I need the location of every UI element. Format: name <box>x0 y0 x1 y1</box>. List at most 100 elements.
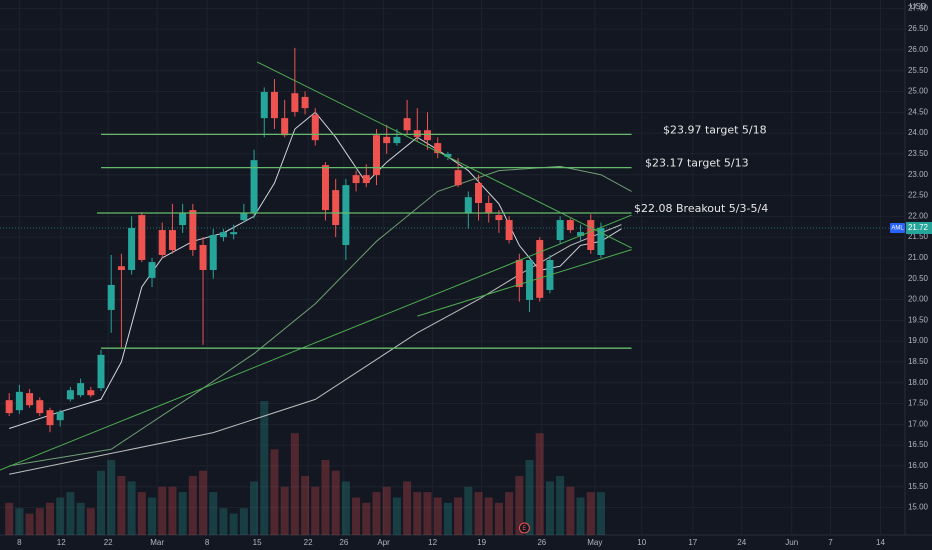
candle-body <box>556 220 564 241</box>
volume-bar <box>352 497 361 535</box>
candle-body <box>536 240 544 298</box>
y-tick-label: 25.00 <box>908 87 929 96</box>
candle-body <box>526 260 534 300</box>
candle-body <box>342 185 350 246</box>
candle-body <box>87 390 95 396</box>
level-label: $23.97 target 5/18 <box>663 123 767 136</box>
candle-body <box>15 391 23 411</box>
volume-bar <box>290 433 299 535</box>
level-label: $22.08 Breakout 5/3-5/4 <box>634 202 768 215</box>
candle-body <box>383 136 391 144</box>
volume-bar <box>474 492 483 535</box>
grid <box>0 0 905 535</box>
y-tick-label: 15.50 <box>908 482 929 491</box>
volume-bar <box>464 486 473 535</box>
volume-bar <box>545 481 554 535</box>
volume-bar <box>331 470 340 535</box>
candle-body <box>403 118 411 131</box>
y-tick-label: 17.50 <box>908 399 929 408</box>
volume-bar <box>76 502 85 535</box>
candle-body <box>475 183 483 204</box>
volume-bar <box>66 492 75 535</box>
level-label: $23.17 target 5/13 <box>645 157 749 170</box>
candle-body <box>56 411 64 421</box>
volume-bar <box>199 470 208 535</box>
candle-body <box>321 165 329 211</box>
x-tick-label: 8 <box>17 538 22 547</box>
volume-bar <box>596 492 605 535</box>
candle-body <box>128 227 136 270</box>
candle-layer <box>5 47 605 433</box>
candle-body <box>485 203 493 213</box>
volume-bar <box>392 497 401 535</box>
volume-bar <box>107 460 116 535</box>
volume-bar <box>86 508 95 535</box>
y-tick-label: 18.00 <box>908 378 929 387</box>
volume-bar <box>423 492 432 535</box>
y-tick-label: 25.50 <box>908 66 929 75</box>
x-tick-label: May <box>587 538 602 547</box>
volume-bar <box>117 476 126 535</box>
volume-bar <box>280 486 289 535</box>
candle-body <box>199 245 207 270</box>
volume-bar <box>25 513 34 535</box>
volume-bar <box>505 492 514 535</box>
y-tick-label: 17.00 <box>908 419 929 428</box>
volume-bar <box>35 508 44 535</box>
candle-body <box>138 215 146 260</box>
y-tick-label: 26.00 <box>908 45 929 54</box>
volume-bar <box>239 508 248 535</box>
volume-bar <box>127 481 136 535</box>
y-tick-label: 23.50 <box>908 149 929 158</box>
x-tick-label: 26 <box>537 538 546 547</box>
candle-body <box>148 262 156 278</box>
candle-body <box>168 230 176 251</box>
volume-bar <box>556 476 565 535</box>
volume-bar <box>45 502 54 535</box>
volume-bar <box>15 508 24 535</box>
x-tick-label: Apr <box>377 538 390 547</box>
volume-bar <box>413 492 422 535</box>
y-tick-label: 21.50 <box>908 232 929 241</box>
volume-bar <box>168 486 177 535</box>
volume-bar <box>484 497 493 535</box>
candle-body <box>301 96 309 109</box>
volume-bar <box>515 476 524 535</box>
candle-body <box>332 190 340 226</box>
x-tick-label: 12 <box>428 538 437 547</box>
volume-bar <box>362 502 371 535</box>
candle-body <box>587 220 595 251</box>
volume-bar <box>250 481 259 535</box>
x-tick-label: 22 <box>304 538 313 547</box>
candle-body <box>515 260 523 288</box>
candle-body <box>505 220 513 241</box>
candle-body <box>250 160 258 213</box>
y-tick-label: 19.50 <box>908 315 929 324</box>
candle-body <box>495 215 503 221</box>
candle-body <box>424 130 432 141</box>
y-tick-label: 19.00 <box>908 336 929 345</box>
volume-bar <box>535 433 544 535</box>
x-tick-label: 14 <box>876 538 885 547</box>
volume-bar <box>209 492 218 535</box>
x-tick-label: 24 <box>737 538 746 547</box>
x-tick-label: Mar <box>150 538 164 547</box>
y-tick-label: 15.00 <box>908 503 929 512</box>
trendline <box>417 249 632 317</box>
y-tick-label: 23.00 <box>908 170 929 179</box>
moving-average <box>9 224 622 475</box>
volume-bar <box>525 460 534 535</box>
x-tick-label: 12 <box>57 538 66 547</box>
volume-bar <box>158 486 167 535</box>
candle-body <box>311 114 319 141</box>
y-tick-label: 22.00 <box>908 211 929 220</box>
volume-bar <box>178 492 187 535</box>
volume-bar <box>188 476 197 535</box>
candle-body <box>77 383 85 396</box>
y-tick-label: 27.00 <box>908 3 929 12</box>
volume-bar <box>137 492 146 535</box>
y-tick-label: 20.00 <box>908 295 929 304</box>
candle-body <box>270 91 278 119</box>
trendline <box>0 214 632 471</box>
